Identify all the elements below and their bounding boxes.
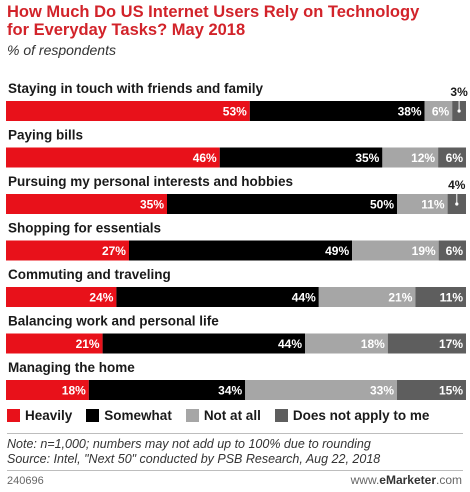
stacked-bar-chart: Staying in touch with friends and family… — [6, 81, 468, 400]
chart-legend: Heavily Somewhat Not at all Does not app… — [7, 408, 429, 423]
data-label-does-not-apply: 6% — [446, 244, 464, 258]
legend-item-does-not-apply: Does not apply to me — [274, 408, 430, 423]
brand-name: eMarketer — [379, 473, 436, 487]
chart-subtitle: % of respondents — [7, 42, 116, 58]
data-label-not-at-all: 11% — [421, 198, 445, 212]
data-label-somewhat: 44% — [278, 337, 302, 351]
data-label-not-at-all: 33% — [370, 384, 394, 398]
legend-label-does-not-apply: Does not apply to me — [292, 408, 430, 423]
data-label-somewhat: 50% — [370, 198, 394, 212]
bar-segment-heavily — [6, 194, 167, 214]
data-label-not-at-all: 18% — [361, 337, 385, 351]
bar-segment-not-at-all — [305, 333, 388, 354]
legend-label-not-at-all: Not at all — [203, 408, 261, 423]
data-label-somewhat: 49% — [325, 244, 349, 258]
legend-swatch-somewhat — [86, 409, 100, 422]
legend-swatch-not-at-all — [185, 409, 199, 422]
bar-segment-somewhat — [116, 287, 319, 307]
brand-prefix: www. — [350, 473, 380, 487]
data-label-leader-dot — [455, 202, 459, 206]
bar-segment-does-not-apply — [438, 240, 466, 261]
bar-segment-heavily — [6, 287, 117, 307]
category-label: Paying bills — [8, 128, 83, 143]
bar-segment-somewhat — [88, 380, 246, 400]
footer-divider — [7, 470, 463, 471]
bar-segment-not-at-all — [397, 194, 448, 214]
bar-segment-heavily — [6, 147, 220, 168]
bar-segment-not-at-all — [245, 380, 397, 400]
data-label-somewhat: 35% — [355, 151, 379, 165]
data-label-does-not-apply: 3% — [450, 85, 468, 99]
chart-source: Source: Intel, "Next 50" conducted by PS… — [7, 452, 381, 466]
data-label-not-at-all: 21% — [388, 291, 412, 305]
data-label-heavily: 46% — [193, 151, 217, 165]
bar-segment-somewhat — [128, 240, 353, 261]
data-label-leader-dot — [457, 109, 461, 113]
category-label: Balancing work and personal life — [8, 314, 219, 329]
bar-segment-not-at-all — [424, 101, 453, 121]
chart-id: 240696 — [7, 475, 44, 487]
data-label-not-at-all: 6% — [432, 105, 450, 119]
bar-segment-somewhat — [167, 194, 397, 214]
bar-segment-does-not-apply — [415, 287, 466, 307]
category-label: Commuting and traveling — [8, 267, 171, 282]
bar-segment-not-at-all — [318, 287, 416, 307]
data-label-heavily: 21% — [76, 337, 100, 351]
data-label-somewhat: 44% — [292, 291, 316, 305]
legend-swatch-heavily — [7, 409, 20, 422]
category-label: Staying in touch with friends and family — [8, 81, 264, 96]
bar-segment-heavily — [6, 240, 129, 261]
data-label-does-not-apply: 4% — [448, 178, 466, 192]
legend-item-heavily: Heavily — [7, 408, 72, 423]
data-label-heavily: 35% — [140, 198, 164, 212]
bar-segment-heavily — [6, 333, 103, 354]
legend-swatch-does-not-apply — [274, 409, 288, 422]
data-label-heavily: 27% — [102, 244, 126, 258]
bar-segment-somewhat — [102, 333, 305, 354]
bar-segment-does-not-apply — [397, 380, 466, 400]
bar-segment-not-at-all — [352, 240, 439, 261]
bar-segment-heavily — [6, 101, 250, 121]
category-label: Pursuing my personal interests and hobbi… — [8, 174, 293, 189]
data-label-not-at-all: 12% — [411, 151, 435, 165]
divider — [7, 433, 463, 434]
brand-logo[interactable]: www.eMarketer.com — [351, 473, 462, 487]
bar-segment-does-not-apply — [438, 147, 466, 168]
data-label-does-not-apply: 15% — [439, 384, 463, 398]
chart-title: How Much Do US Internet Users Rely on Te… — [7, 3, 420, 39]
data-label-heavily: 18% — [62, 384, 86, 398]
data-label-does-not-apply: 11% — [440, 291, 464, 305]
data-label-heavily: 24% — [89, 291, 113, 305]
bar-segment-not-at-all — [382, 147, 439, 168]
brand-suffix: .com — [435, 473, 462, 487]
legend-item-somewhat: Somewhat — [86, 408, 172, 423]
data-label-does-not-apply: 17% — [439, 337, 463, 351]
legend-item-not-at-all: Not at all — [185, 408, 261, 423]
data-label-not-at-all: 19% — [412, 244, 436, 258]
data-label-somewhat: 38% — [398, 105, 422, 119]
chart-note: Note: n=1,000; numbers may not add up to… — [7, 437, 371, 451]
bar-segment-heavily — [6, 380, 89, 400]
data-label-somewhat: 34% — [218, 384, 242, 398]
category-label: Managing the home — [8, 360, 135, 375]
bar-segment-does-not-apply — [387, 333, 466, 354]
bar-segment-somewhat — [249, 101, 425, 121]
category-label: Shopping for essentials — [8, 221, 161, 236]
bar-segment-somewhat — [219, 147, 383, 168]
data-label-heavily: 53% — [223, 105, 247, 119]
legend-label-heavily: Heavily — [25, 408, 73, 423]
data-label-does-not-apply: 6% — [446, 151, 464, 165]
legend-label-somewhat: Somewhat — [104, 408, 172, 423]
